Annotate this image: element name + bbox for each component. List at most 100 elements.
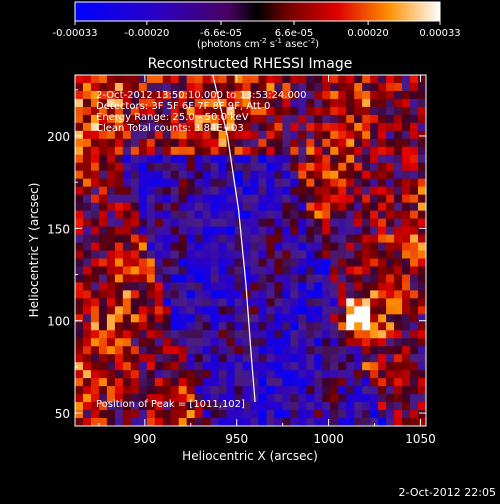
heatmap-cell xyxy=(346,266,355,276)
heatmap-cell xyxy=(186,410,196,419)
heatmap-cell xyxy=(394,234,403,244)
heatmap-cell xyxy=(106,186,116,196)
heatmap-cell xyxy=(306,114,315,124)
heatmap-cell xyxy=(250,378,260,387)
heatmap-cell xyxy=(130,314,140,323)
heatmap-cell xyxy=(362,106,371,116)
heatmap-cell xyxy=(138,346,148,355)
heatmap-cell xyxy=(354,258,363,268)
heatmap-cell xyxy=(146,242,156,252)
heatmap-cell xyxy=(250,314,260,323)
heatmap-cell xyxy=(282,410,291,419)
heatmap-cell xyxy=(82,90,92,100)
heatmap-cell xyxy=(162,418,172,426)
heatmap-cell xyxy=(75,98,84,108)
heatmap-cell xyxy=(378,418,387,426)
heatmap-cell xyxy=(146,154,156,164)
heatmap-cell xyxy=(178,162,188,172)
heatmap-cell xyxy=(298,170,307,180)
heatmap-cell xyxy=(234,258,244,268)
y-axis-label: Heliocentric Y (arcsec) xyxy=(27,183,41,318)
heatmap-cell xyxy=(178,130,188,140)
heatmap-cell xyxy=(258,242,268,252)
heatmap-cell xyxy=(410,242,419,252)
heatmap-cell xyxy=(210,170,220,180)
colorbar-tick-label: 6.6e-05 xyxy=(275,28,313,39)
heatmap-cell xyxy=(234,410,244,419)
heatmap-cell xyxy=(346,122,355,132)
heatmap-cell xyxy=(130,90,140,100)
heatmap-cell xyxy=(274,138,284,148)
heatmap-cell xyxy=(306,146,315,156)
heatmap-cell xyxy=(378,354,387,363)
heatmap-cell xyxy=(114,346,124,355)
heatmap-cell xyxy=(98,122,108,132)
heatmap-cell xyxy=(146,266,156,276)
heatmap-cell xyxy=(274,75,284,84)
heatmap-cell xyxy=(258,82,268,92)
heatmap-cell xyxy=(146,354,156,363)
heatmap-cell xyxy=(75,210,84,220)
heatmap-cell xyxy=(370,154,379,164)
heatmap-cell xyxy=(186,354,196,363)
heatmap-cell xyxy=(178,82,188,92)
heatmap-cell xyxy=(274,402,284,411)
heatmap-cell xyxy=(250,330,260,339)
heatmap-cell xyxy=(274,226,284,236)
heatmap-cell xyxy=(114,186,124,196)
heatmap-cell xyxy=(178,266,188,276)
heatmap-cell xyxy=(402,330,411,339)
heatmap-cell xyxy=(162,274,172,284)
heatmap-cell xyxy=(322,170,331,180)
heatmap-cell xyxy=(338,258,347,268)
heatmap-cell xyxy=(298,322,307,331)
heatmap-cell xyxy=(178,90,188,100)
heatmap-cell xyxy=(314,202,323,212)
heatmap-cell xyxy=(354,346,363,355)
heatmap-cell xyxy=(210,202,220,212)
heatmap-cell xyxy=(242,90,252,100)
heatmap-cell xyxy=(75,298,84,307)
heatmap-cell xyxy=(410,354,419,363)
heatmap-cell xyxy=(274,306,284,315)
heatmap-cell xyxy=(274,82,284,92)
heatmap-cell xyxy=(298,114,307,124)
heatmap-cell xyxy=(402,226,411,236)
heatmap-cell xyxy=(154,370,164,379)
heatmap-cell xyxy=(370,386,379,395)
heatmap-cell xyxy=(306,122,315,132)
heatmap-cell xyxy=(114,258,124,268)
heatmap-cell xyxy=(418,314,426,323)
heatmap-cell xyxy=(114,234,124,244)
heatmap-cell xyxy=(290,378,299,387)
heatmap-cell xyxy=(410,210,419,220)
heatmap-cell xyxy=(410,362,419,371)
heatmap-cell xyxy=(370,114,379,124)
heatmap-cell xyxy=(266,114,276,124)
heatmap-cell xyxy=(194,122,204,132)
heatmap-cell xyxy=(282,202,291,212)
heatmap-cell xyxy=(186,378,196,387)
heatmap-cell xyxy=(146,394,156,403)
heatmap-cell xyxy=(218,234,228,244)
heatmap-cell xyxy=(226,114,236,124)
heatmap-cell xyxy=(130,106,140,116)
heatmap-cell xyxy=(258,130,268,140)
heatmap-cell xyxy=(394,402,403,411)
heatmap-cell xyxy=(410,338,419,347)
heatmap-cell xyxy=(306,250,315,260)
heatmap-cell xyxy=(218,122,228,132)
heatmap-cell xyxy=(282,370,291,379)
heatmap-cell xyxy=(306,82,315,92)
heatmap-cell xyxy=(314,242,323,252)
heatmap-cell xyxy=(82,178,92,188)
plot-frame xyxy=(74,74,427,427)
heatmap-cell xyxy=(314,306,323,315)
heatmap-cell xyxy=(218,370,228,379)
heatmap-cell xyxy=(362,218,371,228)
heatmap-cell xyxy=(178,122,188,132)
heatmap-cell xyxy=(274,418,284,426)
heatmap-cell xyxy=(322,90,331,100)
heatmap-cell xyxy=(386,418,395,426)
heatmap-cell xyxy=(98,202,108,212)
